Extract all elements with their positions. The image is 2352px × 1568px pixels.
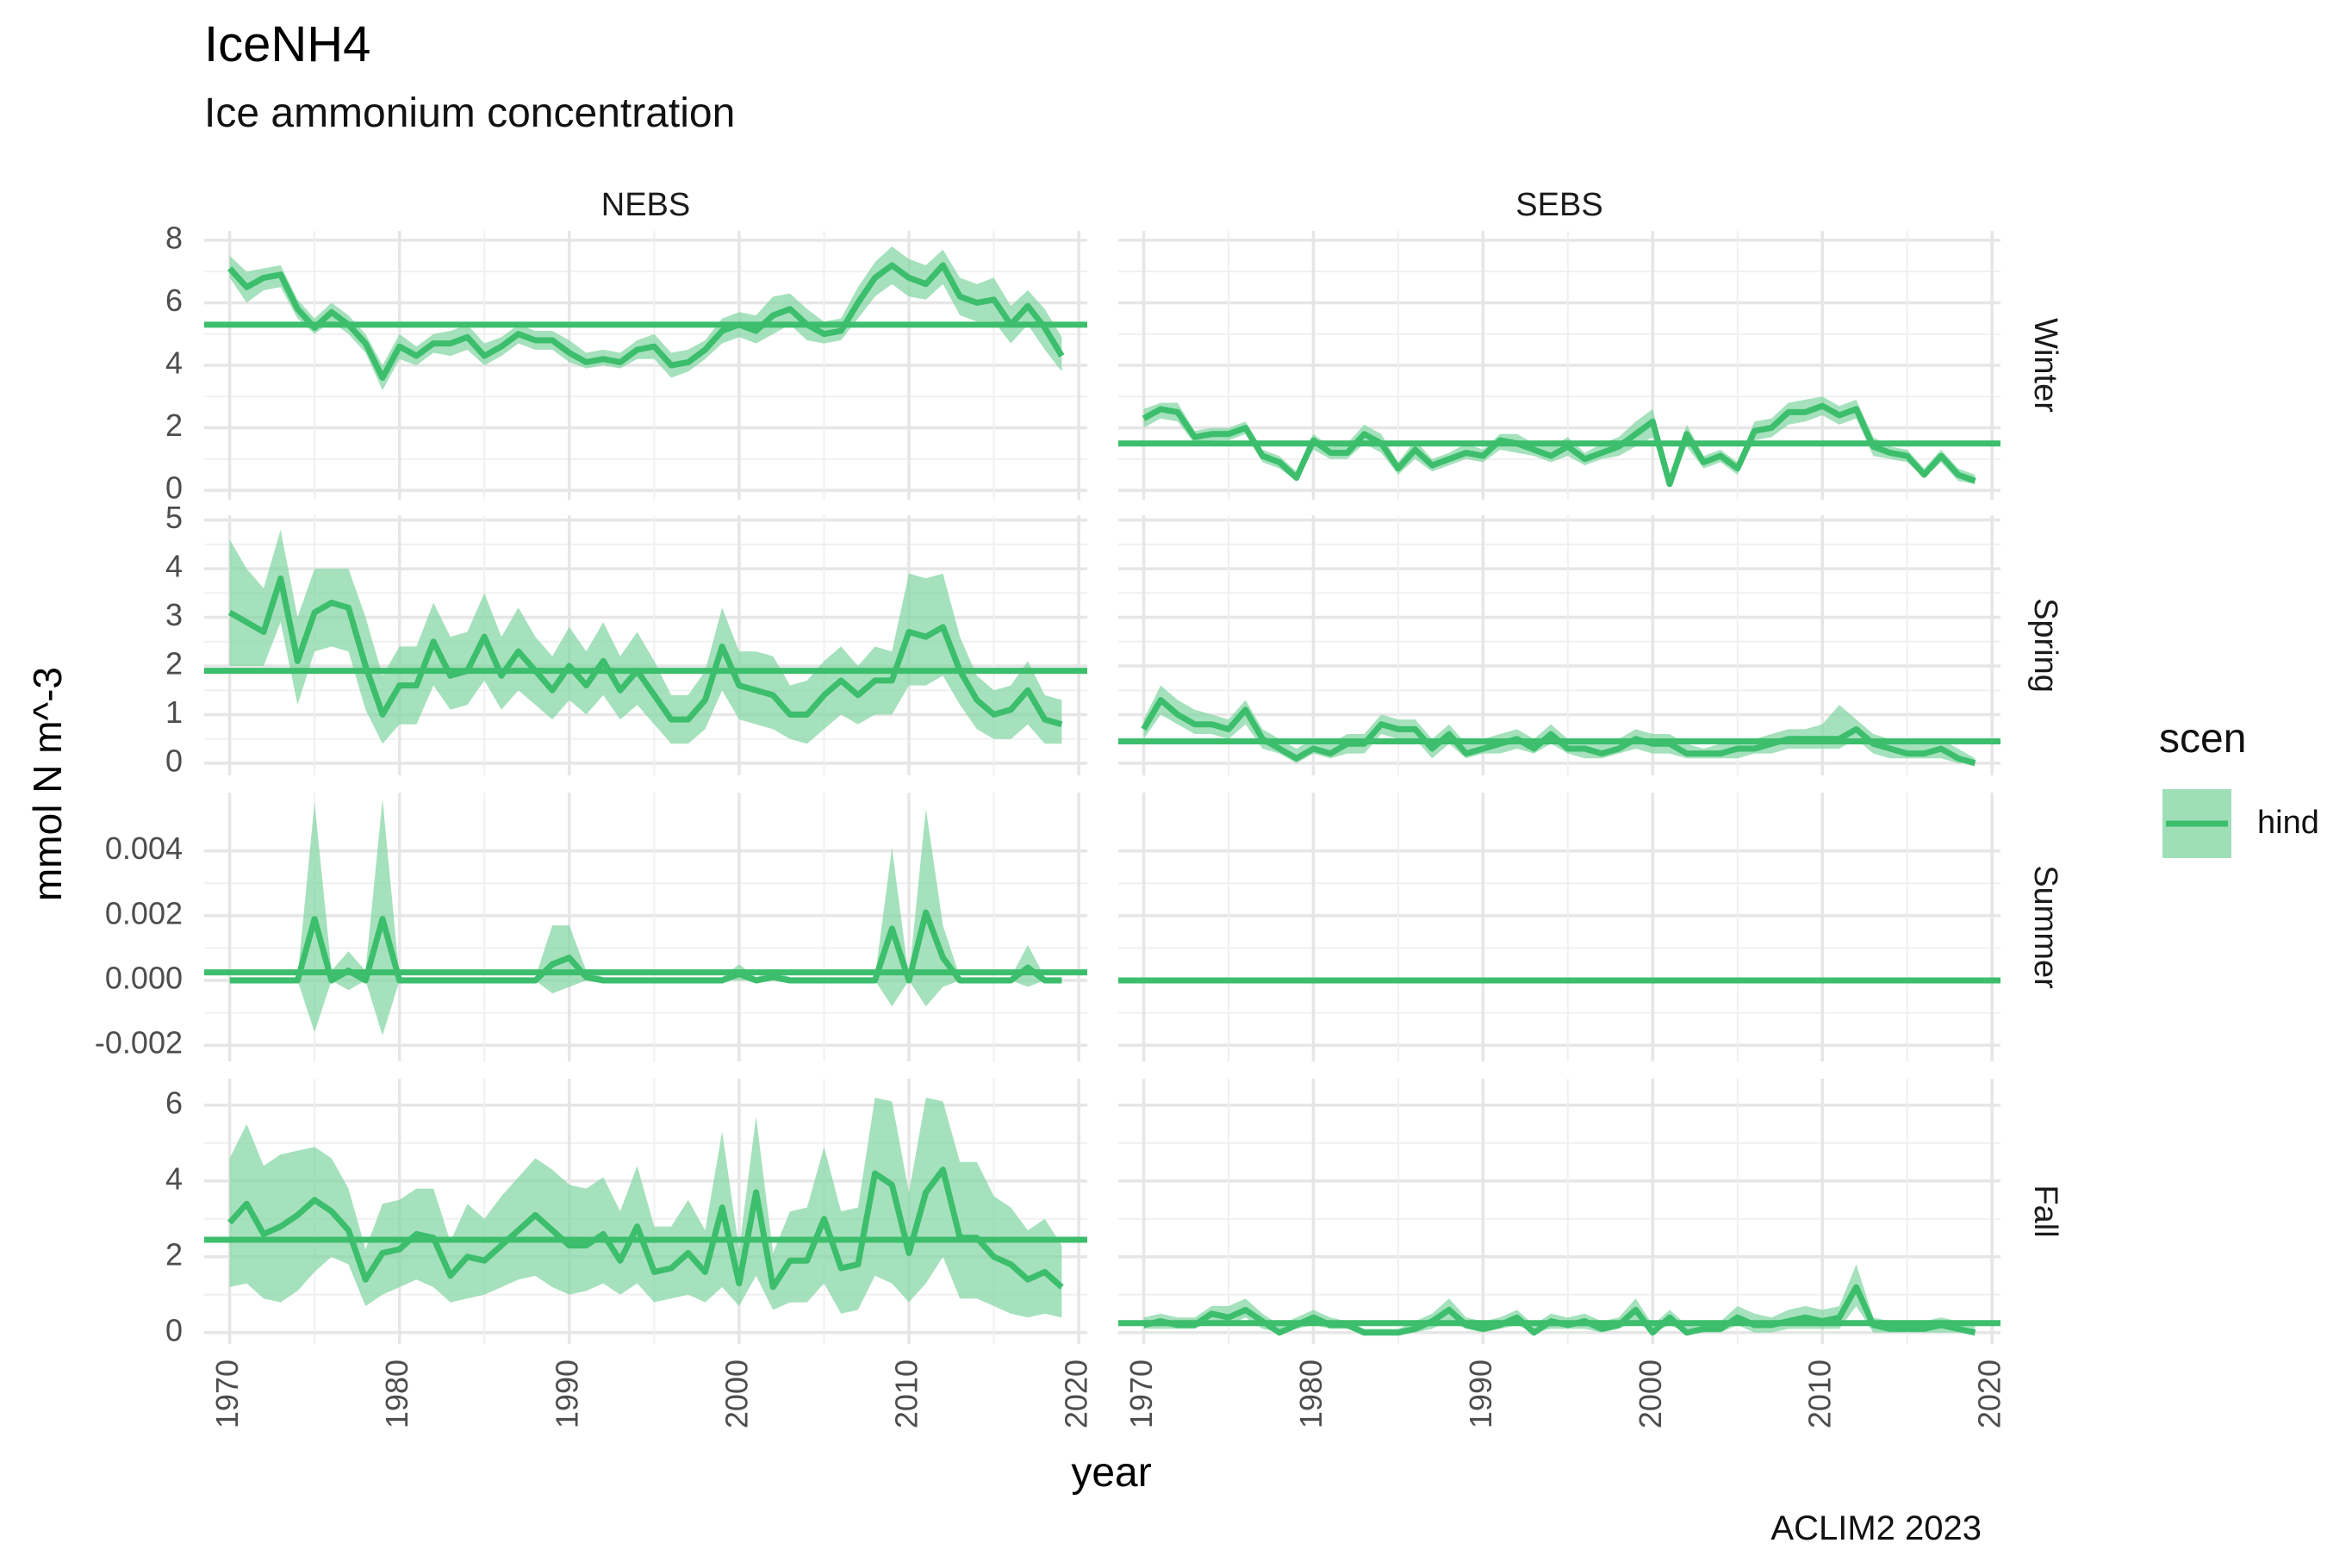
x-tick-label-nebs: 1990	[549, 1360, 584, 1428]
series-line-winter-nebs	[227, 262, 1065, 381]
strip-label-nebs: NEBS	[601, 187, 690, 223]
ribbon-summer-nebs	[229, 799, 1062, 1036]
strip-label-fall: Fall	[2027, 1185, 2063, 1237]
strip-label-winter: Winter	[2027, 318, 2063, 413]
strip-label-sebs: SEBS	[1515, 187, 1602, 223]
y-tick-label-spring: 3	[165, 597, 183, 632]
y-tick-label-summer: 0.002	[105, 895, 183, 930]
y-tick-label-spring: 2	[165, 646, 183, 681]
series-line-summer-nebs	[229, 909, 1062, 984]
x-tick-label-nebs: 2000	[719, 1360, 754, 1428]
y-tick-label-spring: 5	[165, 500, 183, 535]
y-tick-label-fall: 6	[165, 1085, 183, 1120]
chart-subtitle: Ice ammonium concentration	[204, 90, 736, 136]
x-tick-label-sebs: 1980	[1293, 1360, 1328, 1428]
y-tick-label-winter: 0	[165, 470, 183, 506]
strip-label-summer: Summer	[2027, 865, 2063, 989]
y-tick-label-spring: 1	[165, 694, 183, 730]
x-tick-label-sebs: 2010	[1802, 1360, 1838, 1428]
series-line-winter-sebs	[1142, 402, 1976, 488]
x-tick-label-nebs: 2020	[1059, 1360, 1094, 1428]
y-tick-label-fall: 0	[165, 1312, 183, 1347]
x-tick-label-nebs: 2010	[889, 1360, 924, 1428]
y-tick-label-spring: 4	[165, 549, 183, 584]
series-line-spring-sebs	[1141, 697, 1976, 767]
x-tick-label-nebs: 1980	[379, 1360, 414, 1428]
caption: ACLIM2 2023	[1770, 1509, 1982, 1547]
x-tick-label-nebs: 1970	[209, 1360, 245, 1428]
y-tick-label-winter: 8	[165, 220, 183, 255]
x-tick-label-sebs: 2000	[1633, 1360, 1668, 1428]
ribbon-fall-nebs	[229, 1098, 1062, 1318]
y-tick-label-spring: 0	[165, 743, 183, 778]
legend-label-hind: hind	[2257, 805, 2319, 841]
y-tick-label-summer: 0.000	[105, 961, 183, 996]
y-tick-label-summer: 0.004	[105, 831, 183, 866]
y-tick-label-winter: 2	[165, 408, 183, 443]
x-tick-label-sebs: 1990	[1463, 1360, 1498, 1428]
y-tick-label-winter: 4	[165, 345, 183, 381]
y-tick-label-fall: 2	[165, 1236, 183, 1272]
chart-title: IceNH4	[204, 16, 371, 72]
x-tick-label-sebs: 2020	[1972, 1360, 2007, 1428]
x-tick-label-sebs: 1970	[1123, 1360, 1159, 1428]
y-tick-label-summer: -0.002	[95, 1025, 183, 1061]
x-axis-label: year	[1071, 1450, 1152, 1496]
y-tick-label-winter: 6	[165, 283, 183, 318]
series-line-fall-nebs	[227, 1167, 1064, 1291]
legend-key-hind	[2162, 789, 2231, 858]
series-line-fall-sebs	[1142, 1284, 1976, 1336]
series-line-spring-nebs	[227, 575, 1063, 728]
ribbon-spring-sebs	[1143, 685, 1976, 763]
legend-title: scen	[2159, 716, 2247, 762]
strip-label-spring: Spring	[2027, 598, 2063, 693]
y-tick-label-fall: 4	[165, 1160, 183, 1196]
